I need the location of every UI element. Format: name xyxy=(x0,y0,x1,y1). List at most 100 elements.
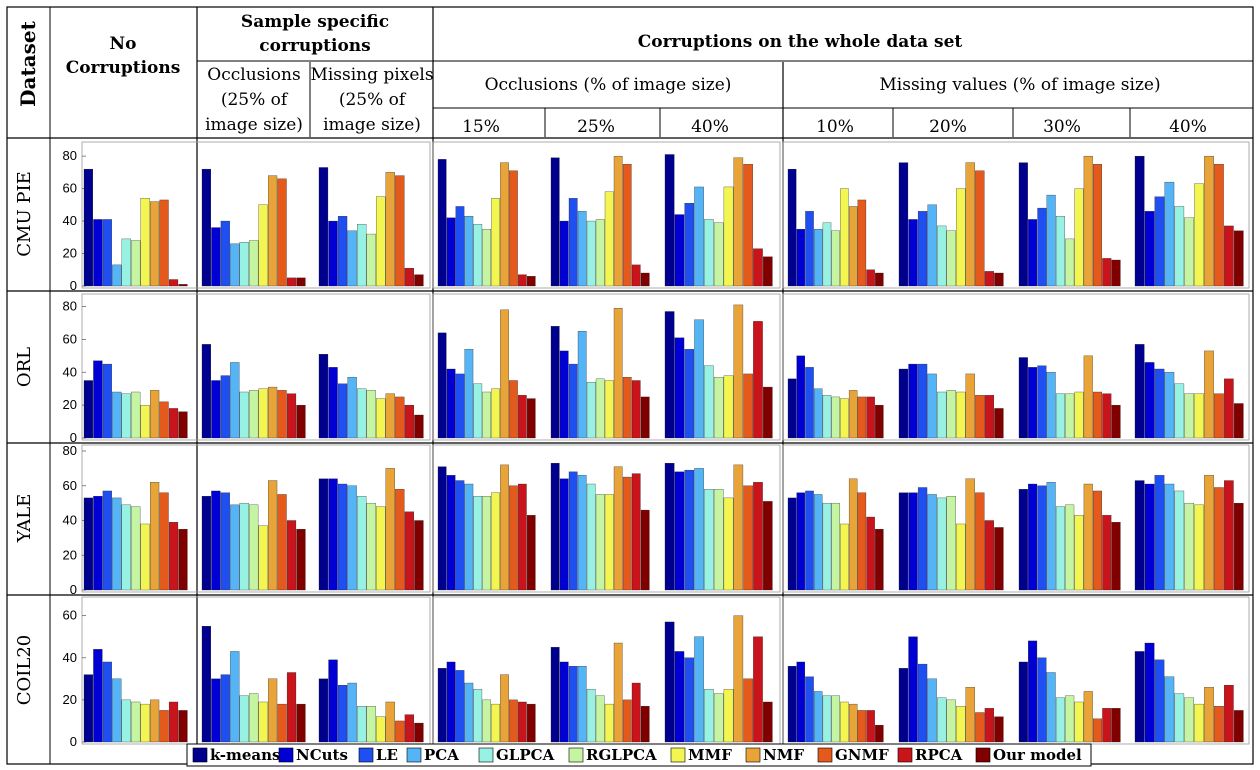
bar-rglpca xyxy=(1065,695,1075,743)
bar-glpca xyxy=(239,391,249,439)
bar-rpca xyxy=(168,279,179,287)
bar-mmf xyxy=(604,703,614,743)
legend-label-mmf: MMF xyxy=(688,746,732,764)
bar-k-means xyxy=(550,463,560,591)
bar-nmf xyxy=(733,157,744,287)
bar-k-means xyxy=(1018,489,1028,591)
bar-our-model xyxy=(1111,708,1121,743)
bar-le xyxy=(337,483,348,591)
bar-nmf xyxy=(150,390,160,439)
bar-our-model xyxy=(1111,404,1121,439)
bar-mmf xyxy=(604,494,614,591)
bar-gnmf xyxy=(975,492,985,591)
legend-label-pca: PCA xyxy=(424,746,459,764)
bar-rpca xyxy=(518,483,527,591)
bar-k-means xyxy=(550,647,560,743)
bar-ncuts xyxy=(1028,483,1038,591)
bar-k-means xyxy=(1134,344,1145,439)
bar-le xyxy=(337,383,348,439)
bar-pca xyxy=(694,468,704,591)
bar-rpca xyxy=(1102,393,1112,439)
legend-label-ncuts: NCuts xyxy=(296,746,348,764)
legend-swatch-rglpca xyxy=(568,747,584,763)
bar-pca xyxy=(927,373,937,439)
bar-le xyxy=(337,684,348,743)
bar-our-model xyxy=(296,277,306,287)
bar-our-model xyxy=(1233,710,1244,743)
bar-gnmf xyxy=(277,494,287,591)
bar-ncuts xyxy=(908,636,918,743)
y-tick-label: 20 xyxy=(63,246,77,261)
bar-le xyxy=(917,363,928,439)
bar-nmf xyxy=(733,464,744,591)
bar-k-means xyxy=(787,378,797,439)
bar-rglpca xyxy=(946,390,956,439)
occlusions-whole-header: Occlusions (% of image size) xyxy=(485,75,732,95)
bar-our-model xyxy=(1111,522,1121,591)
bar-k-means xyxy=(201,168,212,287)
bar-mmf xyxy=(140,523,150,591)
bar-our-model xyxy=(1111,259,1121,287)
bar-ncuts xyxy=(1144,362,1155,439)
bar-gnmf xyxy=(1093,164,1103,287)
bar-le xyxy=(1154,368,1165,439)
bar-pca xyxy=(464,682,474,743)
bar-k-means xyxy=(787,497,797,591)
axes-frame xyxy=(782,141,1250,289)
bar-le xyxy=(568,198,578,287)
bar-glpca xyxy=(586,381,596,439)
bar-glpca xyxy=(239,695,249,743)
bar-ncuts xyxy=(796,492,806,591)
bar-ncuts xyxy=(328,367,338,439)
bar-gnmf xyxy=(159,199,169,287)
bar-rglpca xyxy=(713,693,724,743)
bar-mmf xyxy=(723,375,734,439)
bar-our-model xyxy=(296,703,306,743)
bar-mmf xyxy=(140,703,150,743)
bar-gnmf xyxy=(1093,391,1103,439)
bar-rglpca xyxy=(595,695,605,743)
bar-pca xyxy=(230,243,240,287)
bar-mmf xyxy=(1074,188,1084,287)
bar-ncuts xyxy=(796,355,806,439)
bar-k-means xyxy=(437,332,447,439)
y-tick-label: 40 xyxy=(63,364,77,379)
bar-our-model xyxy=(994,408,1004,439)
legend-swatch-gnmf xyxy=(817,747,833,763)
bar-k-means xyxy=(83,497,94,591)
bar-ncuts xyxy=(211,490,221,591)
bar-rpca xyxy=(1102,515,1112,591)
bar-ncuts xyxy=(328,659,338,743)
y-tick-label: 40 xyxy=(63,513,77,528)
bar-nmf xyxy=(965,373,975,439)
bar-k-means xyxy=(201,344,212,439)
legend-swatch-rpca xyxy=(897,747,913,763)
bar-mmf xyxy=(491,492,500,591)
legend-swatch-our-model xyxy=(975,747,991,763)
bar-rpca xyxy=(1224,225,1234,287)
bar-our-model xyxy=(526,515,536,591)
bar-pca xyxy=(1164,181,1175,287)
bar-pca xyxy=(1164,483,1175,591)
bar-ncuts xyxy=(93,649,103,743)
bar-rglpca xyxy=(831,695,840,743)
bar-gnmf xyxy=(622,164,632,287)
y-tick-label: 40 xyxy=(63,650,77,665)
bar-pca xyxy=(814,229,823,287)
bar-le xyxy=(455,670,465,743)
bar-pca xyxy=(927,678,937,743)
bar-our-model xyxy=(763,256,773,287)
bar-mmf xyxy=(1074,515,1084,591)
bar-mmf xyxy=(140,198,150,287)
bar-gnmf xyxy=(395,489,405,591)
bar-rglpca xyxy=(366,233,376,287)
bar-ncuts xyxy=(908,363,918,439)
bar-ncuts xyxy=(1144,483,1155,591)
bar-our-model xyxy=(640,509,650,591)
bar-nmf xyxy=(385,393,395,439)
legend-label-nmf: NMF xyxy=(763,746,804,764)
bar-nmf xyxy=(150,482,160,591)
bar-mmf xyxy=(1194,183,1204,287)
row-label-coil20: COIL20 xyxy=(14,635,35,706)
bar-glpca xyxy=(586,483,596,591)
